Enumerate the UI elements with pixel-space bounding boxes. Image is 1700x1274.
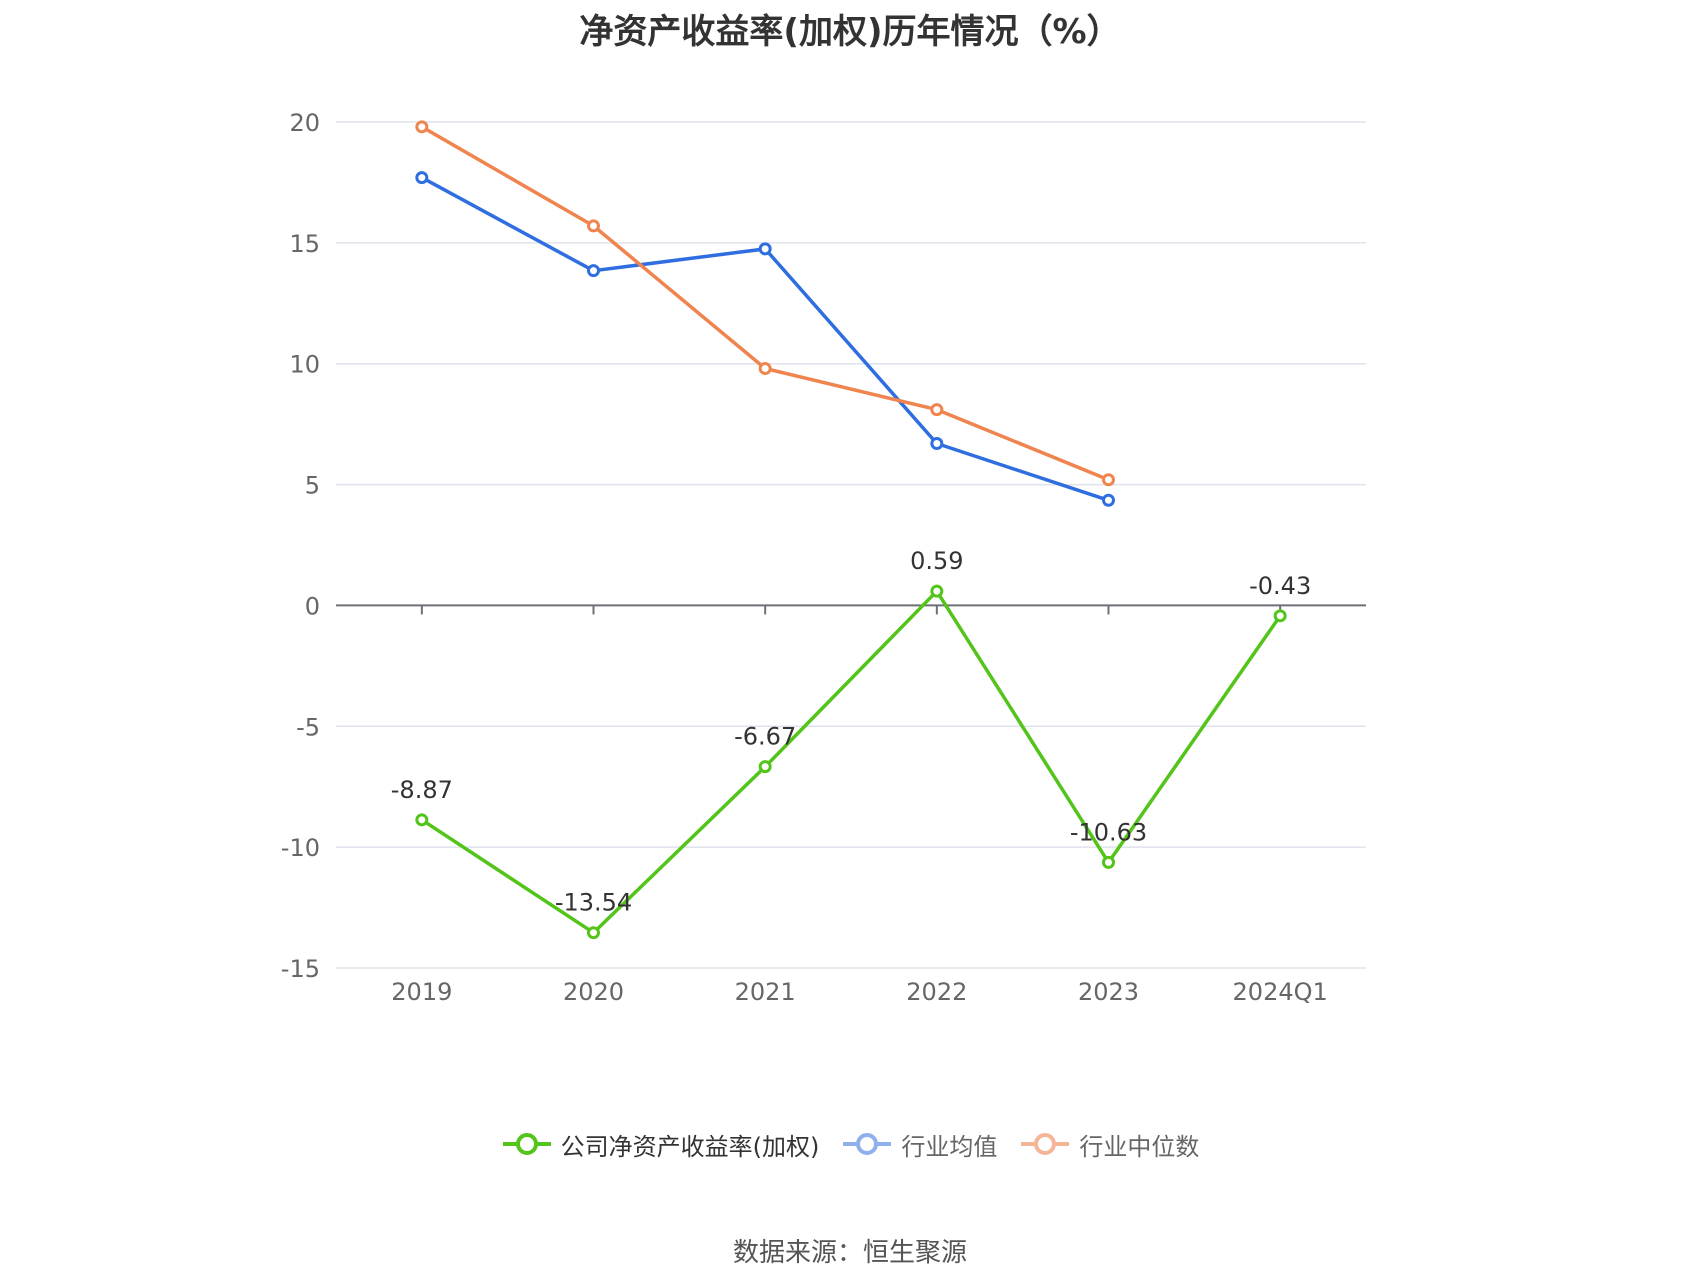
chart-title: 净资产收益率(加权)历年情况（%） [579, 12, 1121, 52]
legend: 公司净资产收益率(加权) 行业均值 行业中位数 [0, 1124, 1700, 1164]
data-point [1102, 473, 1115, 487]
legend-item-industry-median[interactable]: 行业中位数 [1019, 1127, 1199, 1162]
data-point [930, 403, 944, 417]
legend-marker-icon [843, 1133, 892, 1155]
legend-label: 行业中位数 [1079, 1132, 1200, 1161]
data-point [587, 264, 600, 278]
x-tick-label: 2020 [563, 978, 624, 1006]
data-point [1273, 609, 1287, 623]
data-point [587, 219, 600, 233]
x-tick-label: 2019 [391, 978, 452, 1006]
y-tick-label: -5 [296, 713, 320, 741]
y-tick-label: 10 [289, 351, 320, 379]
data-point [587, 926, 600, 940]
y-axis-ticks: 20 15 10 5 0 -5 -10 -15 [281, 109, 320, 983]
y-tick-label: 20 [289, 109, 320, 137]
data-point [415, 120, 429, 134]
data-point [758, 362, 772, 376]
data-label: -13.54 [555, 889, 632, 917]
x-tick-label: 2021 [735, 978, 796, 1006]
data-point [1102, 493, 1115, 507]
legend-item-industry-mean[interactable]: 行业均值 [841, 1127, 997, 1162]
x-axis [336, 604, 1366, 615]
y-tick-label: 5 [305, 472, 320, 500]
x-tick-label: 2022 [906, 978, 967, 1006]
series-lines [415, 120, 1287, 940]
y-tick-label: -15 [281, 955, 320, 983]
data-point [930, 436, 944, 450]
y-tick-label: 15 [289, 230, 320, 258]
data-point [758, 242, 772, 256]
data-labels: -8.87 -13.54 -6.67 0.59 -10.63 -0.43 [391, 547, 1311, 917]
data-source-note: 数据来源：恒生聚源 [732, 1238, 967, 1268]
data-label: -8.87 [391, 776, 453, 804]
legend-marker-icon [502, 1133, 551, 1155]
series-line [420, 125, 1110, 482]
y-tick-label: 0 [305, 592, 320, 620]
x-tick-label: 2024Q1 [1233, 978, 1328, 1006]
data-label: -0.43 [1249, 572, 1311, 600]
x-axis-ticks: 2019 2020 2021 2022 2023 2024Q1 [391, 978, 1327, 1006]
data-label: 0.59 [910, 547, 963, 575]
data-label: -6.67 [734, 723, 796, 751]
legend-label: 行业均值 [901, 1132, 998, 1161]
legend-label: 公司净资产收益率(加权) [560, 1132, 820, 1161]
series-line [420, 589, 1282, 935]
data-point [930, 584, 944, 598]
data-point [1102, 855, 1115, 869]
legend-item-company-roe[interactable]: 公司净资产收益率(加权) [501, 1127, 820, 1162]
legend-marker-icon [1021, 1133, 1070, 1155]
data-point [415, 813, 429, 827]
data-point [415, 171, 429, 185]
y-tick-label: -10 [281, 834, 320, 862]
x-tick-label: 2023 [1078, 978, 1139, 1006]
data-label: -10.63 [1070, 818, 1147, 846]
data-point [758, 760, 772, 774]
series-line [420, 176, 1110, 502]
grid-lines [336, 121, 1366, 969]
